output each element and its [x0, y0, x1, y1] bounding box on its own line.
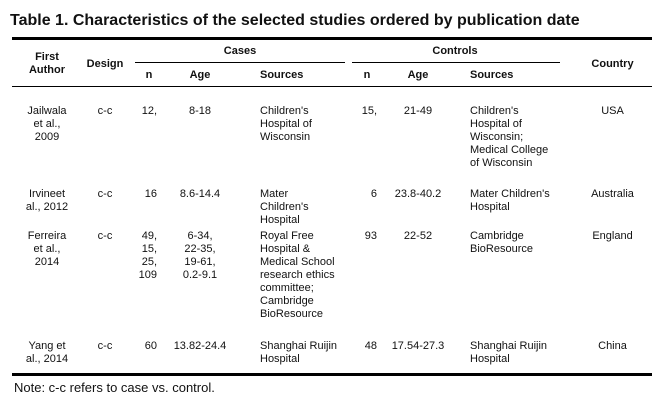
row-ctrl-age: 17.54-27.3: [391, 340, 445, 352]
header-first-author: First Author: [28, 51, 66, 76]
row-case-age: 13.82-24.4: [173, 340, 227, 352]
row-country: China: [598, 340, 627, 352]
header-controls-n: n: [363, 69, 371, 81]
header-cases-n: n: [145, 69, 153, 81]
row-ctrl-sources: Shanghai Ruijin Hospital: [470, 340, 548, 365]
row-case-n: 12,: [141, 105, 157, 117]
top-rule: [12, 37, 652, 40]
row-ctrl-sources: Mater Children's Hospital: [470, 188, 550, 213]
row-ctrl-n: 15,: [361, 105, 377, 117]
row-design: c-c: [97, 340, 113, 352]
bottom-rule: [12, 373, 652, 376]
row-ctrl-age: 22-52: [403, 230, 433, 242]
row-case-sources: Royal Free Hospital & Medical School res…: [260, 230, 335, 320]
header-cases: Cases: [223, 45, 257, 57]
row-design: c-c: [97, 188, 113, 200]
row-ctrl-sources: Cambridge BioResource: [470, 230, 533, 255]
header-controls-sources: Sources: [470, 69, 514, 81]
row-ctrl-n: 6: [370, 188, 377, 200]
row-case-n: 60: [144, 340, 157, 352]
row-ctrl-age: 21-49: [403, 105, 433, 117]
row-ctrl-age: 23.8-40.2: [394, 188, 442, 200]
row-case-age: 8-18: [188, 105, 212, 117]
row-author: Yang et al., 2014: [25, 340, 69, 365]
header-design: Design: [86, 58, 124, 70]
table-note: Note: c-c refers to case vs. control.: [14, 380, 215, 395]
row-design: c-c: [97, 105, 113, 117]
header-country: Country: [591, 58, 634, 70]
row-case-sources: Children's Hospital of Wisconsin: [260, 105, 312, 143]
row-case-sources: Mater Children's Hospital: [260, 188, 309, 226]
header-controls-age: Age: [407, 69, 429, 81]
cases-subrule: [135, 62, 345, 63]
header-controls: Controls: [432, 45, 478, 57]
table-title: Table 1. Characteristics of the selected…: [10, 12, 580, 29]
row-ctrl-n: 48: [364, 340, 377, 352]
controls-subrule: [352, 62, 560, 63]
row-country: England: [592, 230, 633, 242]
row-country: Australia: [591, 188, 634, 200]
row-country: USA: [601, 105, 624, 117]
row-author: Jailwala et al., 2009: [27, 105, 67, 143]
header-cases-sources: Sources: [260, 69, 304, 81]
row-design: c-c: [97, 230, 113, 242]
header-cases-age: Age: [189, 69, 211, 81]
header-rule: [12, 86, 652, 87]
row-case-age: 6-34, 22-35, 19-61, 0.2-9.1: [182, 230, 218, 281]
row-case-n: 16: [144, 188, 157, 200]
row-case-n: 49, 15, 25, 109: [138, 230, 157, 281]
row-case-age: 8.6-14.4: [179, 188, 221, 200]
row-ctrl-sources: Children's Hospital of Wisconsin; Medica…: [470, 105, 549, 169]
row-case-sources: Shanghai Ruijin Hospital: [260, 340, 338, 365]
row-author: Irvineet al., 2012: [25, 188, 69, 213]
row-author: Ferreira et al., 2014: [27, 230, 67, 268]
row-ctrl-n: 93: [364, 230, 377, 242]
